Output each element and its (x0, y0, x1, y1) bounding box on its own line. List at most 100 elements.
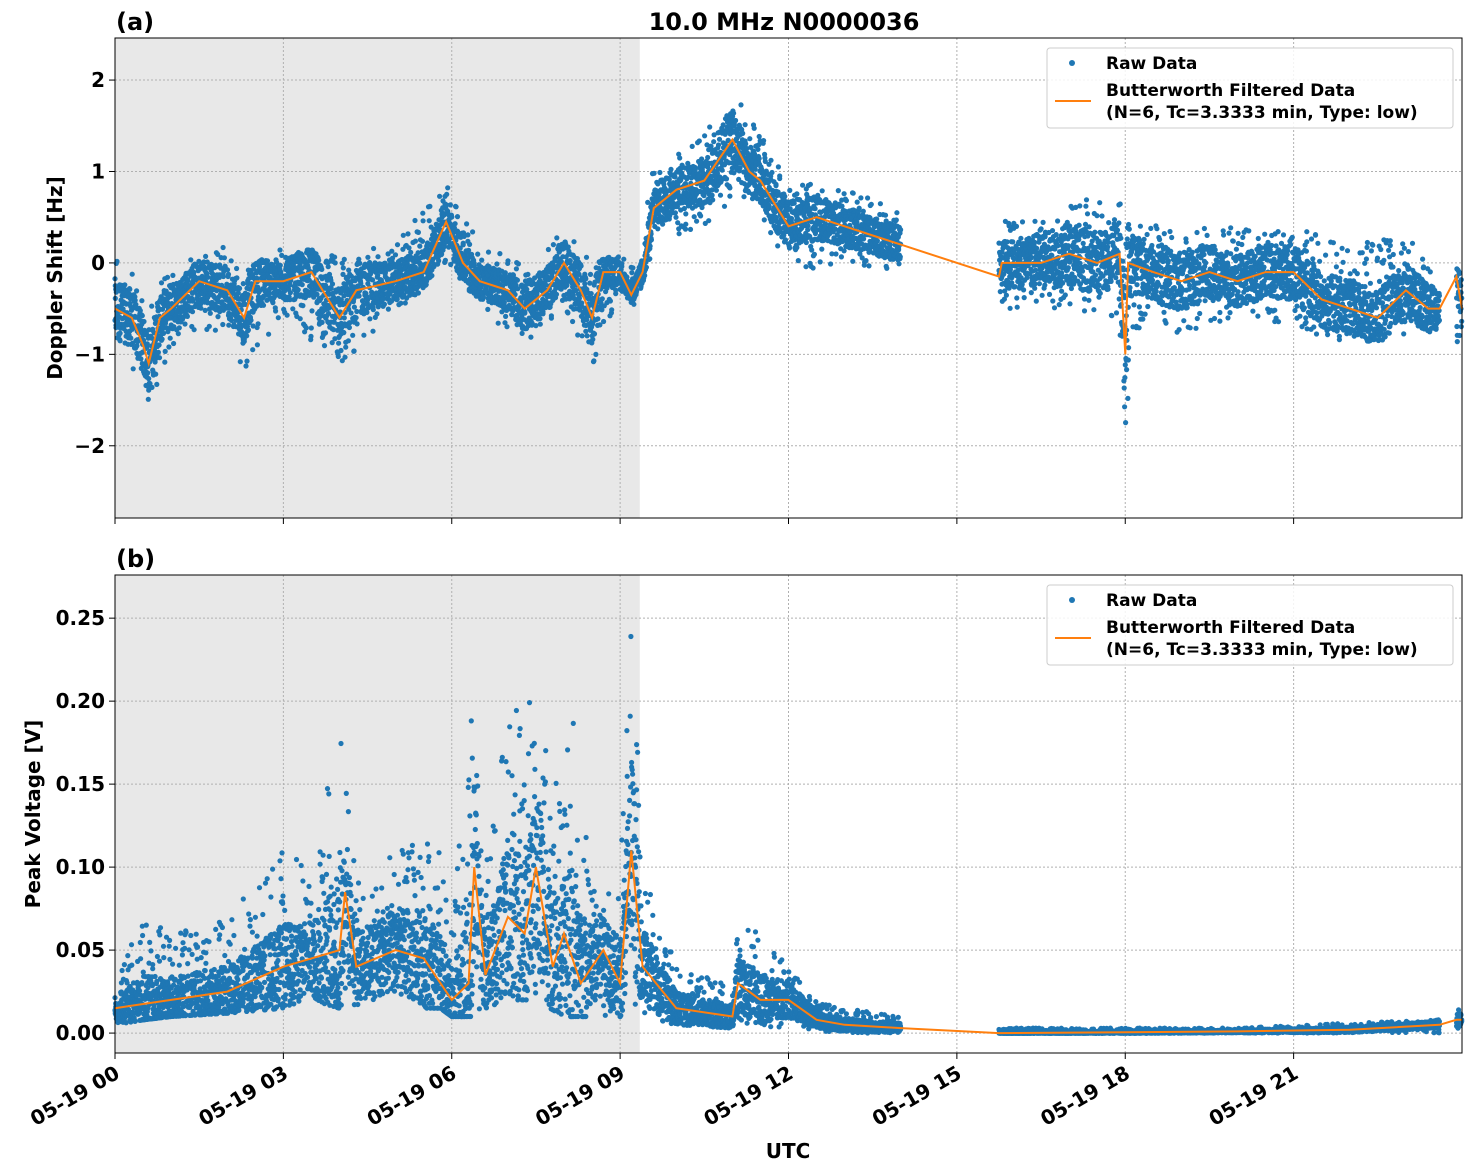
raw-data-point (321, 343, 328, 349)
raw-data-point (609, 307, 615, 313)
raw-data-point (215, 314, 221, 320)
raw-data-point (162, 348, 168, 354)
raw-data-point (590, 336, 596, 342)
raw-data-point (570, 318, 576, 325)
raw-data-point (769, 169, 775, 176)
raw-data-point (1038, 226, 1044, 232)
raw-data-point (159, 336, 165, 342)
raw-data-point (408, 249, 414, 255)
raw-data-point (768, 230, 774, 236)
raw-data-point (470, 229, 476, 235)
raw-data-point (346, 267, 352, 273)
raw-data-point (240, 281, 246, 287)
raw-data-point (338, 347, 344, 354)
raw-data-point (599, 296, 605, 302)
raw-data-point (898, 227, 904, 233)
raw-data-point (843, 198, 850, 204)
raw-data-point (741, 194, 747, 200)
raw-data-point (214, 288, 220, 294)
raw-data-point (146, 376, 152, 382)
raw-data-point (357, 260, 363, 266)
raw-data-point (316, 257, 322, 263)
raw-data-point (114, 258, 120, 264)
raw-data-point (447, 202, 453, 208)
raw-data-point (210, 271, 216, 277)
raw-data-point (340, 271, 346, 277)
raw-data-point (550, 242, 557, 248)
raw-data-point (145, 370, 151, 376)
raw-data-point (533, 323, 539, 329)
raw-data-point (212, 327, 218, 333)
raw-data-point (402, 300, 408, 306)
raw-data-point (775, 243, 781, 249)
raw-data-point (228, 317, 235, 323)
raw-data-point (629, 270, 635, 276)
raw-data-points (112, 102, 1465, 426)
raw-data-point (319, 319, 325, 325)
raw-data-point (647, 256, 653, 262)
raw-data-point (137, 308, 143, 314)
raw-data-point (367, 316, 373, 322)
raw-data-point (1039, 292, 1045, 298)
raw-data-point (275, 315, 281, 321)
raw-data-point (340, 265, 346, 271)
raw-data-point (420, 218, 426, 224)
raw-data-point (224, 267, 231, 273)
raw-data-point (868, 201, 874, 207)
raw-data-point (591, 358, 597, 364)
raw-data-point (773, 181, 779, 187)
raw-data-point (525, 271, 531, 277)
raw-data-point (1018, 235, 1024, 241)
raw-data-point (415, 229, 421, 235)
raw-data-point (287, 297, 293, 303)
raw-data-point (347, 320, 353, 326)
raw-data-point (308, 325, 314, 331)
raw-data-point (565, 310, 571, 316)
raw-data-point (737, 165, 743, 171)
raw-data-point (341, 315, 347, 321)
raw-data-point (182, 321, 188, 327)
raw-data-point (584, 333, 590, 339)
raw-data-point (277, 247, 283, 253)
raw-data-point (485, 306, 491, 312)
raw-data-point (731, 110, 737, 116)
raw-data-point (348, 273, 354, 279)
raw-data-point (254, 342, 260, 348)
raw-data-point (314, 291, 320, 297)
raw-data-point (738, 102, 744, 108)
raw-data-point (648, 237, 655, 243)
raw-data-point (742, 122, 748, 128)
raw-data-point (117, 338, 123, 344)
raw-data-point (139, 313, 145, 319)
raw-data-point (673, 214, 679, 220)
raw-data-point (494, 261, 500, 267)
raw-data-point (554, 235, 560, 241)
raw-data-point (215, 251, 221, 257)
raw-data-point (279, 252, 285, 258)
raw-data-point (1003, 292, 1010, 298)
raw-data-point (485, 249, 492, 255)
raw-data-point (672, 210, 679, 216)
raw-data-point (727, 185, 733, 191)
y-axis-label-b: Peak Voltage [V] (21, 720, 45, 909)
raw-data-point (255, 321, 261, 327)
raw-data-point (266, 290, 272, 296)
raw-data-point (342, 354, 348, 360)
raw-data-point (882, 212, 889, 218)
raw-data-point (860, 208, 866, 214)
raw-data-point (761, 217, 767, 223)
raw-data-point (341, 293, 347, 299)
raw-data-point (1042, 282, 1048, 288)
raw-data-point (297, 316, 303, 322)
raw-data-point (593, 351, 599, 357)
raw-data-point (385, 306, 391, 312)
raw-data-point (332, 254, 338, 260)
raw-data-point (156, 342, 162, 348)
raw-data-point (374, 311, 380, 317)
raw-data-point (677, 155, 683, 161)
raw-data-point (354, 321, 360, 327)
raw-data-point (204, 259, 210, 265)
raw-data-point (167, 335, 173, 341)
raw-data-point (567, 258, 573, 264)
raw-data-point (128, 335, 134, 341)
